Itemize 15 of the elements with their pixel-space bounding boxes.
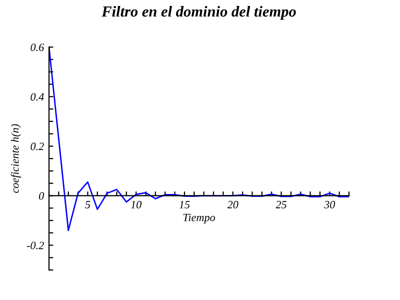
y-tick-label: 0.2 xyxy=(30,142,44,150)
y-axis-title: coeficiente h(n) xyxy=(10,124,21,193)
x-tick-label: 30 xyxy=(324,200,336,208)
x-tick-label: 5 xyxy=(85,200,90,208)
x-tick-label: 20 xyxy=(227,200,238,208)
y-tick-label: 0 xyxy=(39,192,44,200)
y-tick-label: -0.2 xyxy=(26,242,44,250)
y-tick-label: 0.4 xyxy=(30,93,44,101)
x-tick-label: 25 xyxy=(276,200,286,208)
x-tick-label: 10 xyxy=(130,200,142,208)
x-axis-title: Tiempo xyxy=(183,214,216,224)
line-series xyxy=(49,47,349,232)
y-tick-label: 0.6 xyxy=(30,44,44,52)
chart-title: Filtro en el dominio del tiempo xyxy=(102,6,296,20)
x-tick-label: 15 xyxy=(179,200,190,208)
